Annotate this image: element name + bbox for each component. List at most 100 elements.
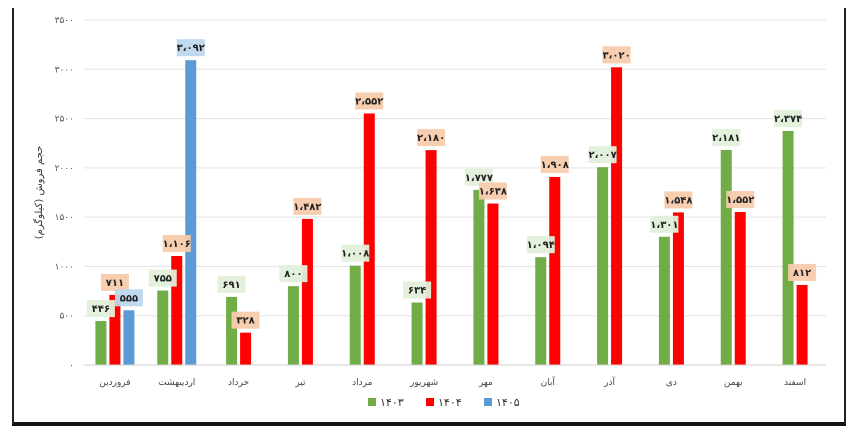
data-label: ۱،۳۰۱ bbox=[650, 220, 678, 231]
data-label-box bbox=[86, 300, 115, 318]
y-axis-title: حجم فروش (کیلوگرم) bbox=[33, 146, 45, 240]
x-tick-label: مهر bbox=[478, 378, 493, 388]
data-label: ۲،۱۸۰ bbox=[417, 133, 445, 144]
bar bbox=[611, 67, 623, 366]
x-tick-label: بهمن bbox=[724, 378, 743, 388]
x-tick-label: دی bbox=[666, 378, 677, 388]
data-label-box bbox=[464, 168, 493, 186]
bar bbox=[185, 60, 197, 366]
bar-chart: ۰ ۵۰۰ ۱۰۰۰ ۱۵۰۰ ۲۰۰۰ ۲۵۰۰ ۳۰۰۰ ۳۵۰۰ حجم فروش (کی… bbox=[33, 16, 826, 409]
bar bbox=[658, 236, 670, 365]
x-tick-label: اسفند bbox=[784, 378, 806, 388]
bar bbox=[363, 113, 375, 366]
data-label-box bbox=[788, 263, 817, 281]
y-tick-label: ۱۵۰۰ bbox=[55, 213, 74, 223]
bar bbox=[487, 203, 499, 365]
data-label: ۱،۵۴۸ bbox=[664, 195, 692, 206]
bar bbox=[473, 189, 485, 365]
bar bbox=[734, 212, 746, 365]
y-tick-label: ۲۵۰۰ bbox=[55, 115, 74, 125]
y-tick-label: ۳۰۰۰ bbox=[55, 65, 74, 75]
bar bbox=[109, 294, 121, 365]
bar bbox=[425, 150, 437, 365]
data-label: ۷۵۵ bbox=[154, 274, 172, 285]
data-label-box bbox=[726, 191, 755, 209]
legend-swatch bbox=[484, 398, 492, 406]
data-label-box bbox=[540, 155, 569, 173]
data-label-box bbox=[355, 92, 384, 110]
data-label-box bbox=[774, 109, 803, 127]
bar bbox=[157, 290, 169, 365]
legend-label: ۱۴۰۴ bbox=[438, 396, 462, 409]
bar bbox=[301, 218, 313, 365]
data-label-box bbox=[162, 234, 191, 252]
y-tick-label: ۰ bbox=[69, 361, 74, 371]
data-label: ۵۵۵ bbox=[120, 293, 138, 304]
data-label-box bbox=[526, 236, 555, 254]
data-label: ۱،۵۵۲ bbox=[726, 195, 754, 206]
bar bbox=[349, 265, 361, 365]
data-label-box bbox=[478, 182, 507, 200]
data-label: ۲،۳۷۴ bbox=[774, 114, 802, 125]
data-label: ۳،۰۲۰ bbox=[602, 50, 630, 61]
bar bbox=[597, 167, 609, 365]
data-label: ۱،۹۰۸ bbox=[541, 160, 569, 171]
legend-swatch bbox=[426, 398, 434, 406]
data-label: ۱،۴۸۲ bbox=[293, 202, 321, 213]
x-tick-label: آذر bbox=[603, 376, 615, 388]
data-label-box bbox=[279, 265, 308, 283]
bar bbox=[782, 130, 794, 365]
data-label-box bbox=[417, 129, 446, 147]
bar bbox=[95, 321, 107, 365]
data-label-box bbox=[602, 46, 631, 64]
bar bbox=[672, 212, 684, 365]
data-label-box bbox=[217, 275, 246, 293]
x-tick-label: مرداد bbox=[352, 378, 372, 388]
data-label-box bbox=[114, 289, 143, 307]
data-label-box bbox=[712, 129, 741, 147]
bar bbox=[549, 176, 561, 365]
data-label: ۱،۰۹۴ bbox=[527, 240, 555, 251]
x-tick-label: فروردین bbox=[99, 378, 130, 388]
legend-swatch bbox=[368, 398, 376, 406]
data-label: ۳،۰۹۲ bbox=[177, 43, 205, 54]
data-label-box bbox=[100, 273, 129, 291]
data-label: ۲،۱۸۱ bbox=[712, 133, 740, 144]
legend-label: ۱۴۰۳ bbox=[380, 396, 404, 409]
x-tick-label: آبان bbox=[541, 376, 556, 388]
data-label-box bbox=[293, 197, 322, 215]
bar bbox=[535, 257, 547, 365]
data-label: ۸۱۲ bbox=[793, 268, 811, 279]
bar bbox=[226, 296, 238, 365]
data-label: ۱،۱۰۶ bbox=[163, 239, 191, 250]
bar bbox=[240, 332, 252, 365]
data-label: ۳۲۸ bbox=[236, 316, 254, 327]
data-label: ۴۴۶ bbox=[92, 304, 110, 315]
y-tick-label: ۳۵۰۰ bbox=[55, 16, 74, 26]
data-label-box bbox=[664, 191, 693, 209]
y-tick-label: ۱۰۰۰ bbox=[55, 262, 74, 272]
y-tick-label: ۵۰۰ bbox=[59, 312, 74, 322]
data-label: ۶۳۴ bbox=[408, 286, 426, 297]
x-tick-label: اردیبهشت bbox=[158, 378, 195, 388]
legend-label: ۱۴۰۵ bbox=[496, 396, 520, 409]
data-label: ۲،۰۰۷ bbox=[588, 150, 616, 161]
chart-frame: ۰ ۵۰۰ ۱۰۰۰ ۱۵۰۰ ۲۰۰۰ ۲۵۰۰ ۳۰۰۰ ۳۵۰۰ حجم فروش (کی… bbox=[12, 8, 846, 426]
data-label-box bbox=[650, 215, 679, 233]
data-label: ۲،۵۵۲ bbox=[355, 96, 383, 107]
data-label-box bbox=[176, 39, 205, 57]
data-label: ۶۹۱ bbox=[222, 280, 240, 291]
bar bbox=[796, 284, 808, 365]
x-tick-label: تیر bbox=[294, 378, 306, 388]
data-label-box bbox=[588, 146, 617, 164]
x-tick-label: خرداد bbox=[228, 378, 249, 388]
data-label: ۱،۷۷۷ bbox=[465, 173, 493, 184]
data-label: ۱،۶۳۸ bbox=[479, 187, 507, 198]
x-tick-label: شهریور bbox=[409, 378, 438, 388]
data-label: ۱،۰۰۸ bbox=[341, 249, 369, 260]
bar bbox=[287, 286, 299, 365]
data-label-box bbox=[231, 311, 260, 329]
bar bbox=[123, 310, 135, 365]
data-label: ۸۰۰ bbox=[284, 269, 302, 280]
data-label-box bbox=[148, 269, 177, 287]
